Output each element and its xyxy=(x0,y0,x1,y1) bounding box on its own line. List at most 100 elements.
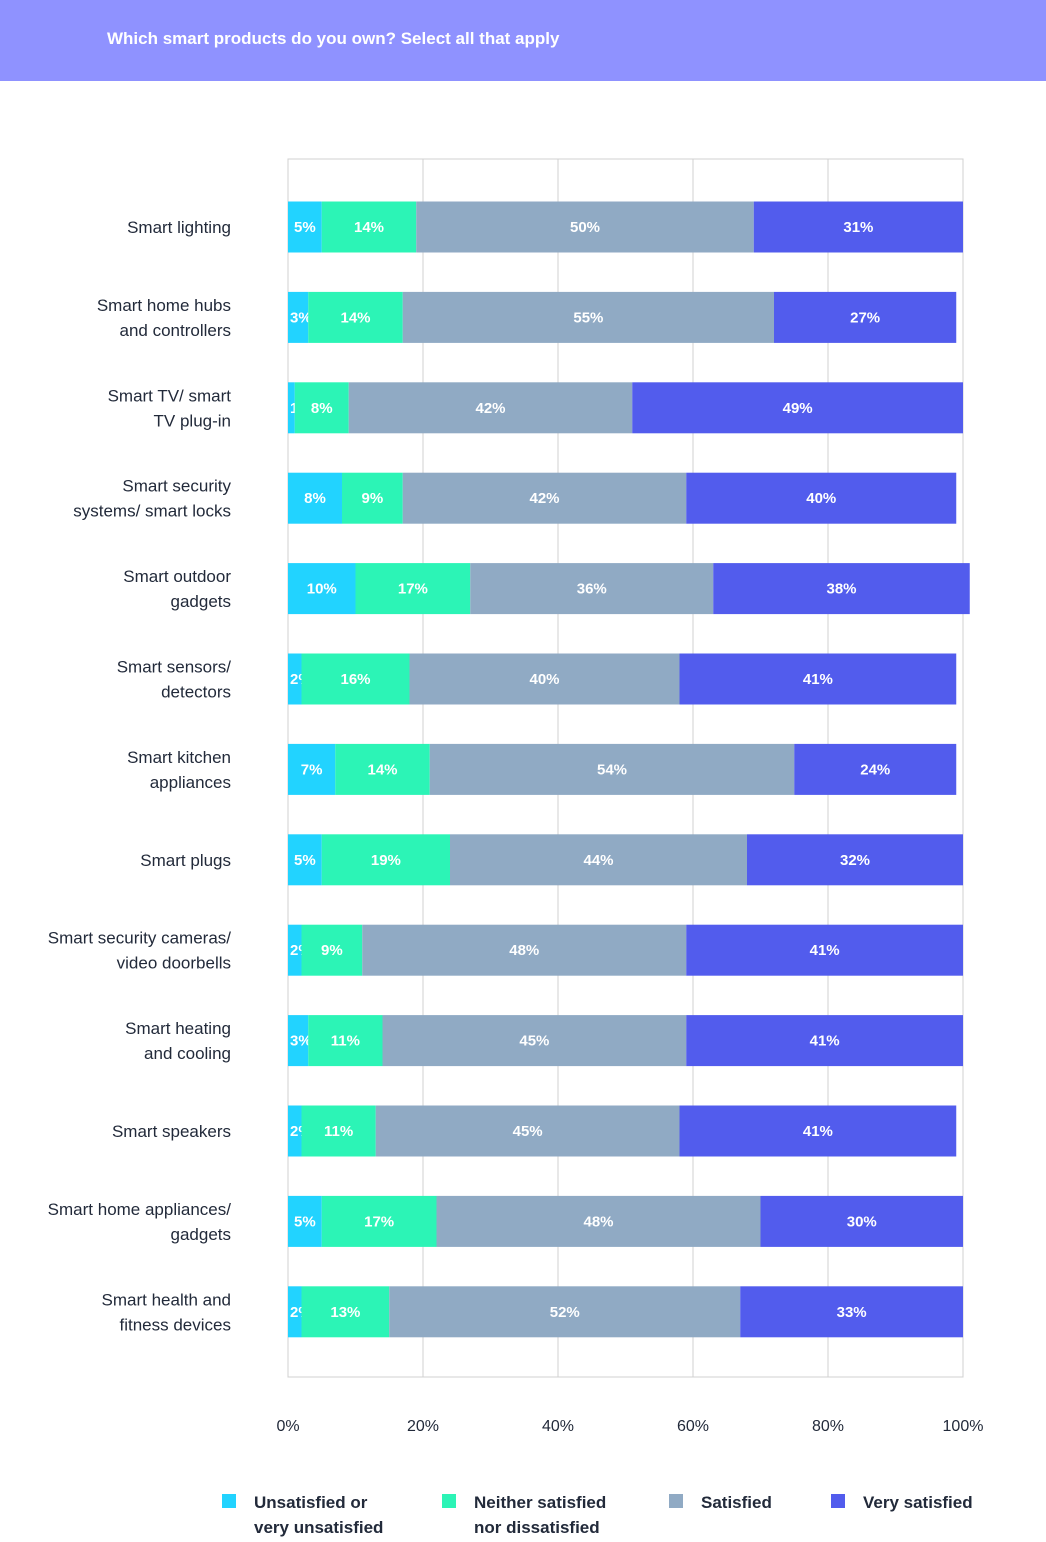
bar-segment xyxy=(288,924,302,976)
bar-segment xyxy=(389,1286,741,1338)
bar-segment xyxy=(402,291,774,343)
data-label: 10% xyxy=(307,581,337,598)
category-label: Smart sensors/ xyxy=(117,658,232,677)
data-label: 16% xyxy=(340,671,370,688)
category-label: Smart lighting xyxy=(127,218,231,237)
category-label: and controllers xyxy=(119,321,231,340)
x-tick-label: 80% xyxy=(812,1418,844,1435)
x-tick-label: 0% xyxy=(276,1418,299,1435)
data-label: 8% xyxy=(311,400,333,417)
chart-legend: Unsatisfied or very unsatisfied Neither … xyxy=(0,1490,1046,1542)
x-tick-label: 40% xyxy=(542,1418,574,1435)
data-label: 55% xyxy=(573,309,603,326)
category-label: Smart speakers xyxy=(112,1122,231,1141)
bar-segment xyxy=(335,743,430,795)
data-label: 5% xyxy=(294,1213,316,1230)
legend-item-satisfied: Satisfied xyxy=(669,1490,772,1515)
bar-segment xyxy=(375,1105,680,1157)
data-label: 54% xyxy=(597,761,627,778)
data-label: 41% xyxy=(803,1123,833,1140)
bar-segment xyxy=(288,201,322,253)
data-label: 42% xyxy=(529,490,559,507)
data-label: 14% xyxy=(367,761,397,778)
data-label: 5% xyxy=(294,852,316,869)
category-label: gadgets xyxy=(171,592,232,611)
bar-segment xyxy=(794,743,957,795)
data-label: 17% xyxy=(398,581,428,598)
legend-swatch-satisfied xyxy=(669,1494,683,1508)
bar-segment xyxy=(382,1015,687,1067)
bar-segment xyxy=(288,563,356,615)
category-label: Smart health and xyxy=(102,1290,231,1309)
bar-segment xyxy=(747,834,963,886)
bar-segment xyxy=(429,743,795,795)
bar-segment xyxy=(308,1015,383,1067)
bar-segment xyxy=(436,1195,761,1247)
category-label: detectors xyxy=(161,683,231,702)
data-label: 45% xyxy=(519,1033,549,1050)
data-label: 27% xyxy=(850,309,880,326)
bar-segment xyxy=(355,563,471,615)
bar-segment xyxy=(760,1195,963,1247)
bar-segment xyxy=(288,834,322,886)
bar-segment xyxy=(679,1105,957,1157)
category-label: fitness devices xyxy=(120,1315,232,1334)
data-label: 38% xyxy=(826,581,856,598)
bar-segment xyxy=(632,382,963,434)
data-label: 44% xyxy=(583,852,613,869)
category-label: appliances xyxy=(150,773,231,792)
data-label: 13% xyxy=(330,1304,360,1321)
bar-segment xyxy=(301,924,363,976)
header-bar: Which smart products do you own? Select … xyxy=(0,0,1046,81)
bar-segment xyxy=(288,291,309,343)
x-tick-label: 100% xyxy=(943,1418,984,1435)
bar-segment xyxy=(686,1015,963,1067)
category-label: Smart home hubs xyxy=(97,296,231,315)
data-label: 41% xyxy=(803,671,833,688)
data-label: 40% xyxy=(806,490,836,507)
data-label: 17% xyxy=(364,1213,394,1230)
category-label: gadgets xyxy=(171,1225,232,1244)
data-label: 7% xyxy=(301,761,323,778)
page-title: Which smart products do you own? Select … xyxy=(107,29,560,48)
bar-segment xyxy=(288,1105,302,1157)
category-label: Smart plugs xyxy=(140,851,231,870)
data-label: 32% xyxy=(840,852,870,869)
data-label: 31% xyxy=(843,219,873,236)
bar-segment xyxy=(301,1286,390,1338)
bar-segment xyxy=(686,924,963,976)
data-label: 45% xyxy=(513,1123,543,1140)
data-label: 41% xyxy=(810,1033,840,1050)
bar-segment xyxy=(740,1286,963,1338)
data-label: 19% xyxy=(371,852,401,869)
bar-segment xyxy=(288,743,336,795)
legend-label-unsatisfied: Unsatisfied or very unsatisfied xyxy=(254,1493,384,1537)
bar-segment xyxy=(713,563,970,615)
legend-swatch-unsatisfied xyxy=(222,1494,236,1508)
bar-segment xyxy=(288,382,295,434)
data-label: 14% xyxy=(354,219,384,236)
bar-segment xyxy=(686,472,957,524)
bar-segment xyxy=(288,653,302,705)
bar-segment xyxy=(348,382,633,434)
data-label: 33% xyxy=(837,1304,867,1321)
legend-label-satisfied: Satisfied xyxy=(701,1493,772,1512)
category-label: Smart security xyxy=(122,477,231,496)
bar-segment xyxy=(416,201,754,253)
x-tick-label: 20% xyxy=(407,1418,439,1435)
data-label: 11% xyxy=(331,1033,360,1050)
bar-segment xyxy=(362,924,687,976)
data-label: 48% xyxy=(509,942,539,959)
category-label: and cooling xyxy=(144,1044,231,1063)
category-label: Smart security cameras/ xyxy=(48,929,232,948)
data-label: 52% xyxy=(550,1304,580,1321)
data-label: 14% xyxy=(340,309,370,326)
data-label: 8% xyxy=(304,490,326,507)
x-tick-label: 60% xyxy=(677,1418,709,1435)
bar-segment xyxy=(470,563,714,615)
category-label: TV plug-in xyxy=(154,411,231,430)
bar-segment xyxy=(450,834,747,886)
bar-segment xyxy=(321,1195,437,1247)
bar-segment xyxy=(308,291,403,343)
data-label: 41% xyxy=(810,942,840,959)
